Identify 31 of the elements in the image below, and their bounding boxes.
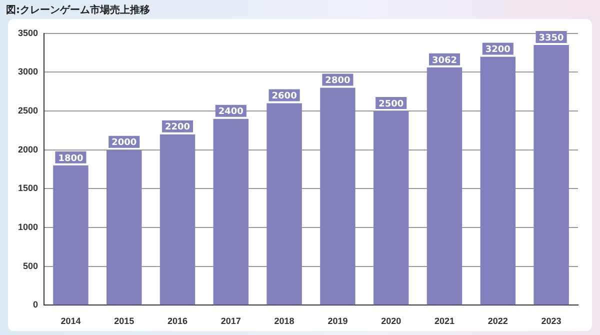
bar: [373, 111, 409, 305]
data-label: 2400: [218, 107, 244, 118]
data-label: 2800: [325, 76, 350, 86]
x-tick-label: 2020: [381, 316, 402, 326]
x-tick-label: 2015: [114, 316, 134, 326]
y-tick-label: 500: [22, 260, 38, 271]
y-tick-label: 2500: [18, 106, 38, 116]
data-label: 2000: [112, 138, 137, 148]
y-tick-label: 2000: [18, 144, 38, 154]
y-tick-label: 0: [33, 300, 38, 310]
x-tick-label: 2018: [274, 316, 294, 326]
data-label: 2200: [164, 122, 190, 133]
x-tick-label: 2014: [60, 316, 81, 326]
x-tick-label: 2016: [168, 316, 188, 326]
data-label: 3200: [485, 45, 510, 56]
x-tick-label: 2022: [488, 316, 508, 326]
x-tick-label: 2019: [328, 316, 348, 326]
data-label: 1800: [58, 154, 84, 164]
chart-title: 図:クレーンゲーム市場売上推移: [6, 3, 150, 17]
data-label: 2600: [272, 92, 297, 102]
x-tick-label: 2021: [434, 316, 455, 326]
y-tick-label: 1000: [18, 222, 38, 232]
y-tick-label: 1500: [18, 183, 38, 194]
y-tick-label: 3500: [18, 28, 38, 38]
x-tick-label: 2017: [220, 316, 241, 326]
y-tick-label: 3000: [18, 66, 38, 77]
data-label: 2500: [378, 99, 404, 110]
data-label: 3350: [538, 33, 564, 44]
data-label: 3062: [432, 56, 458, 66]
bar: [534, 45, 569, 305]
x-tick-label: 2023: [541, 316, 562, 326]
